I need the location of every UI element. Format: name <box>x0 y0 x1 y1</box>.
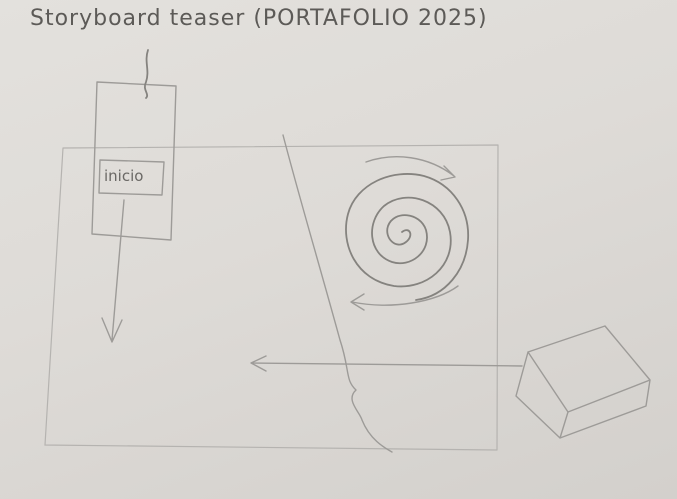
hanging-tag <box>91 81 177 241</box>
spiral <box>345 173 469 301</box>
storyboard-title: Storyboard teaser (PORTAFOLIO 2025) <box>30 6 488 31</box>
tag-string <box>143 49 149 99</box>
down-arrow <box>101 199 125 343</box>
tag-label-inicio: inicio <box>104 167 144 185</box>
tag-label-box <box>98 159 165 196</box>
clockwise-arrow-top <box>365 156 456 181</box>
wavy-divider-line <box>282 134 393 453</box>
clockwise-arrow-bottom <box>350 285 459 311</box>
left-arrow <box>250 355 523 372</box>
box-block <box>515 325 651 439</box>
frame-rectangle <box>44 144 499 451</box>
